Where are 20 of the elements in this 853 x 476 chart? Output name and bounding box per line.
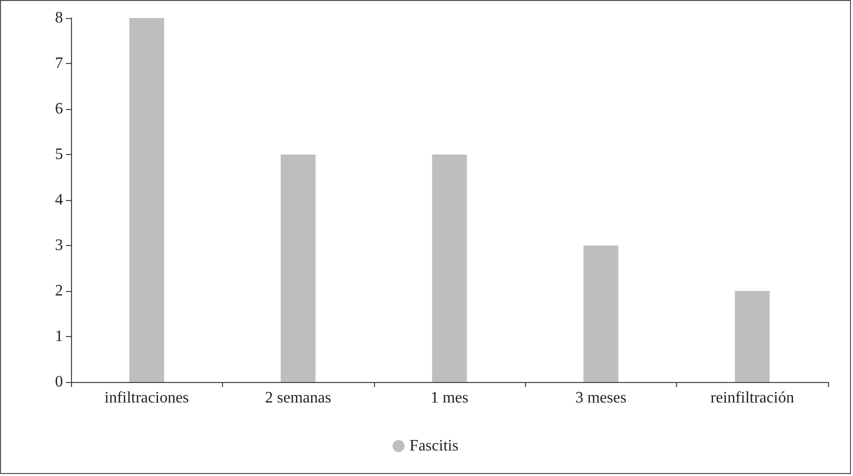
x-tick-label: 2 semanas <box>265 390 332 406</box>
y-tick-label: 7 <box>55 55 63 72</box>
y-tick-label: 8 <box>55 10 63 26</box>
y-tick-label: 3 <box>55 237 63 254</box>
y-tick-label: 5 <box>55 146 63 163</box>
y-tick-label: 6 <box>55 100 63 118</box>
y-tick-label: 0 <box>55 374 63 390</box>
bar <box>129 18 164 382</box>
bar <box>583 246 618 382</box>
bar <box>734 291 770 382</box>
x-tick-label: reinfiltración <box>710 390 794 406</box>
bar <box>432 154 467 382</box>
x-tick-label: 3 meses <box>575 390 626 406</box>
y-tick-label: 2 <box>55 282 63 300</box>
bar <box>280 154 316 382</box>
x-tick-label: infiltraciones <box>104 390 189 406</box>
y-tick-label: 4 <box>55 192 63 208</box>
x-tick-label: 1 mes <box>430 390 468 406</box>
legend-label: Fascitis <box>410 438 458 454</box>
y-tick-label: 1 <box>55 328 63 345</box>
